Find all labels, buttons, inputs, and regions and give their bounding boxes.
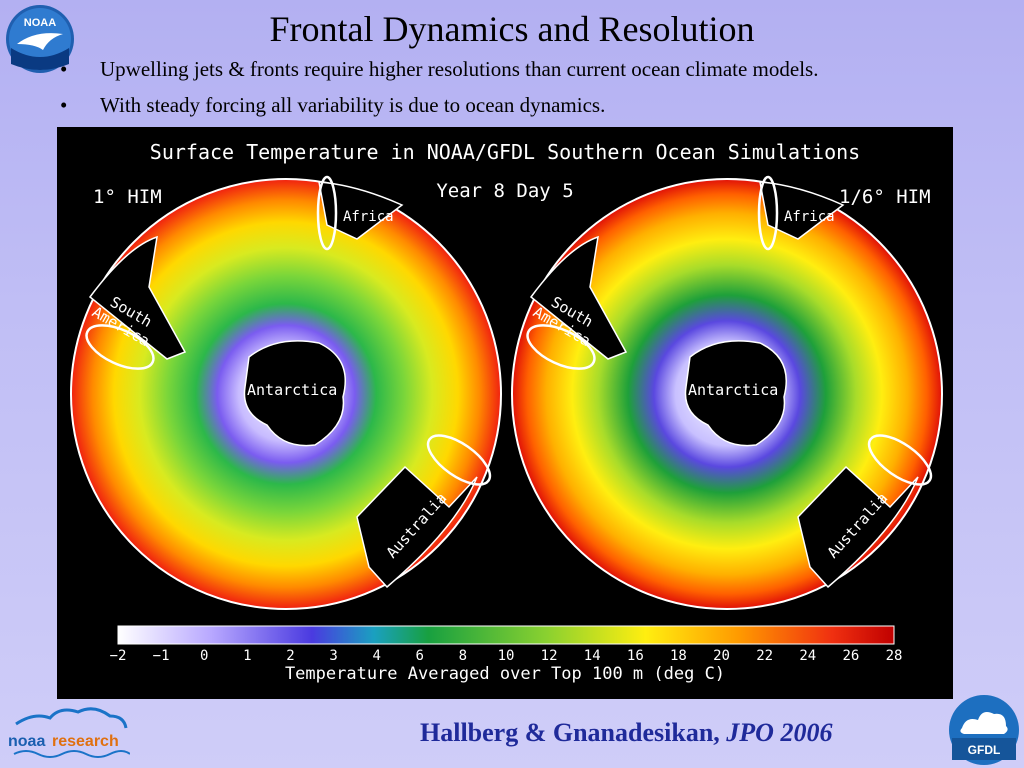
bullet-marker: •: [60, 93, 68, 117]
sst-figure: Surface Temperature in NOAA/GFDL Souther…: [57, 127, 953, 699]
colorbar: [117, 625, 895, 645]
antarctica-landmass: [243, 340, 347, 447]
colorbar-tick-label: 20: [713, 648, 730, 664]
gfdl-logo: GFDL: [949, 695, 1019, 765]
colorbar-tick-label: 2: [286, 648, 294, 664]
colorbar-tick-label: 10: [498, 648, 515, 664]
colorbar-tick-label: 26: [842, 648, 859, 664]
slide-title: Frontal Dynamics and Resolution: [269, 9, 755, 49]
svg-text:GFDL: GFDL: [968, 743, 1001, 757]
noaa-research-logo: noaa research: [8, 707, 130, 758]
figure-title: Surface Temperature in NOAA/GFDL Souther…: [150, 140, 860, 164]
colorbar-tick-label: 22: [756, 648, 773, 664]
colorbar-tick-label: 18: [670, 648, 687, 664]
colorbar-tick-label: 14: [584, 648, 601, 664]
colorbar-tick-label: 0: [200, 648, 208, 664]
figure-subtitle: Year 8 Day 5: [436, 180, 573, 202]
svg-text:NOAA: NOAA: [24, 17, 56, 29]
highlight-ellipse: [316, 175, 338, 251]
right-panel-label: 1/6° HIM: [839, 186, 931, 208]
citation: Hallberg & Gnanadesikan, JPO 2006: [420, 718, 832, 748]
citation-authors: Hallberg & Gnanadesikan,: [420, 718, 720, 747]
highlight-ellipse: [85, 324, 155, 370]
africa-landmass: [759, 181, 845, 240]
antarctica-landmass: [684, 340, 788, 447]
colorbar-tick-label: 12: [541, 648, 558, 664]
bullet-item: • With steady forcing all variability is …: [60, 92, 818, 128]
svg-text:noaa: noaa: [8, 733, 45, 750]
highlight-ellipse: [757, 175, 779, 251]
svg-text:research: research: [52, 733, 119, 750]
colorbar-tick-label: 6: [416, 648, 424, 664]
colorbar-tick-label: 4: [372, 648, 380, 664]
colorbar-tick-label: 3: [329, 648, 337, 664]
antarctica-label: Antarctica: [688, 381, 778, 399]
left-polar-map: Africa South America Antarctica Australi…: [70, 175, 502, 610]
australia-landmass: [356, 465, 478, 589]
colorbar-tick-label: −2: [110, 648, 127, 664]
bullet-item: • Upwelling jets & fronts require higher …: [60, 56, 818, 92]
colorbar-tick-label: 24: [799, 648, 816, 664]
colorbar-tick-label: 1: [243, 648, 251, 664]
bullet-text: With steady forcing all variability is d…: [100, 93, 606, 117]
bullet-marker: •: [60, 57, 68, 81]
noaa-logo: NOAA: [6, 5, 74, 73]
right-polar-map: Africa South America Antarctica Australi…: [511, 175, 943, 610]
colorbar-label: Temperature Averaged over Top 100 m (deg…: [285, 664, 725, 684]
bullet-list: • Upwelling jets & fronts require higher …: [60, 56, 818, 128]
left-panel-label: 1° HIM: [93, 186, 162, 208]
australia-landmass: [797, 465, 919, 589]
africa-label: Africa: [784, 209, 835, 225]
highlight-ellipse: [867, 434, 933, 486]
africa-label: Africa: [343, 209, 394, 225]
colorbar-tick-label: 16: [627, 648, 644, 664]
highlight-ellipse: [426, 434, 492, 486]
colorbar-tick-label: 28: [886, 648, 903, 664]
south-america-landmass: [529, 235, 628, 360]
colorbar-tick-label: −1: [153, 648, 170, 664]
antarctica-label: Antarctica: [247, 381, 337, 399]
colorbar-ticks: −2 −1 0 1 2 3 4 6 8 10 12 14 16 18 20 22 24 26 28: [110, 648, 903, 664]
highlight-ellipse: [526, 324, 596, 370]
bullet-text: Upwelling jets & fronts require higher r…: [100, 57, 819, 81]
south-america-landmass: [88, 235, 187, 360]
colorbar-tick-label: 8: [459, 648, 467, 664]
africa-landmass: [318, 181, 404, 240]
citation-journal: JPO 2006: [726, 718, 833, 747]
